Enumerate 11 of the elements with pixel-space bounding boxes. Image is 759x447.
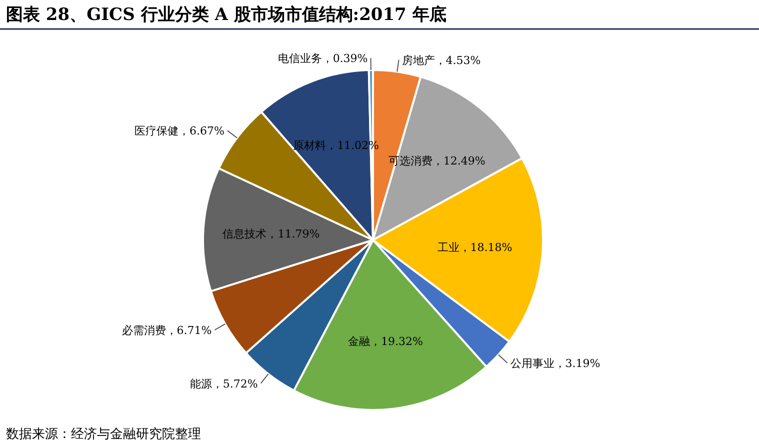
slice-label: 信息技术，11.79% (222, 227, 320, 240)
chart-title: 图表 28、GICS 行业分类 A 股市场市值结构:2017 年底 (6, 5, 446, 25)
slice-label: 工业，18.18% (437, 241, 512, 254)
slice-label: 金融，19.32% (348, 335, 423, 348)
slice-label: 房地产，4.53% (402, 54, 481, 67)
slice-label: 医疗保健，6.67% (134, 124, 224, 138)
slice-label: 电信业务，0.39% (278, 52, 368, 66)
slice-label: 必需消费，6.71% (122, 324, 212, 337)
slice-label: 公用事业，3.19% (510, 356, 600, 370)
source-note: 数据来源：经济与金融研究院整理 (6, 427, 201, 442)
slice-label: 能源，5.72% (190, 377, 258, 390)
